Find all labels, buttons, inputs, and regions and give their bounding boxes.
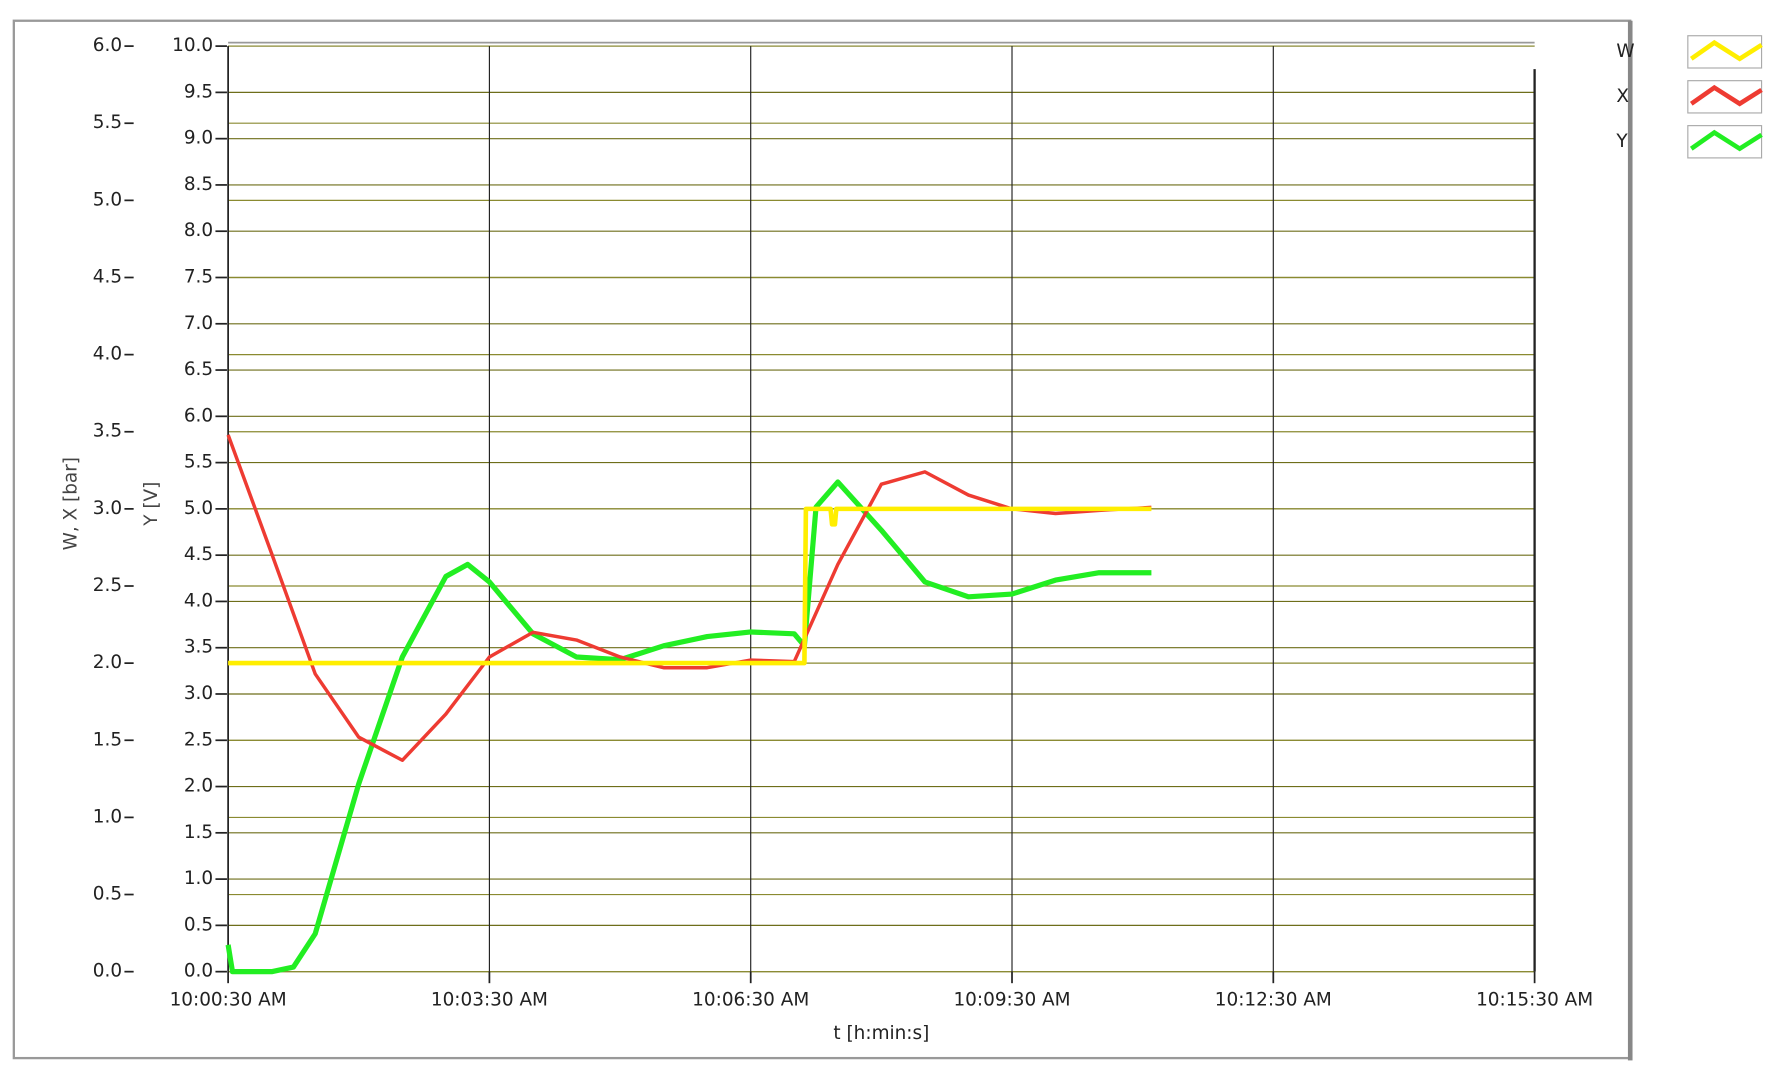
x-tick-label: 10:09:30 AM	[953, 989, 1070, 1010]
series-line	[226, 434, 1152, 762]
y2-tick-label: 3.0	[184, 683, 213, 704]
y-tick-label: 5.5	[93, 112, 122, 133]
legend-swatch	[1689, 84, 1763, 107]
y-tick-label: 0.5	[93, 884, 122, 905]
y-tick-label: 4.5	[93, 266, 122, 287]
series-line	[225, 479, 1152, 975]
legend-label: Y	[1615, 131, 1628, 152]
y-tick-label: 5.0	[93, 189, 122, 210]
y2-tick-label: 10.0	[172, 35, 213, 56]
frame-shadow	[1627, 20, 1633, 1061]
y2-tick-label: 4.5	[184, 544, 213, 565]
series-line	[228, 506, 1152, 666]
x-tick-label: 10:12:30 AM	[1215, 989, 1332, 1010]
y-axis-title: W, X [bar]	[60, 457, 81, 550]
legend-label: X	[1616, 86, 1629, 107]
x-tick-label: 10:03:30 AM	[431, 989, 548, 1010]
x-tick-label: 10:15:30 AM	[1476, 989, 1593, 1010]
y2-tick-label: 3.5	[184, 637, 213, 658]
y2-tick-label: 8.0	[184, 220, 213, 241]
chart-frame	[12, 19, 1632, 1060]
y-tick-label: 3.0	[93, 498, 122, 519]
y2-tick-label: 1.5	[184, 822, 213, 843]
y2-tick-label: 5.0	[184, 498, 213, 519]
y2-tick-label: 2.0	[184, 776, 213, 797]
y2-tick-label: 0.5	[184, 914, 213, 935]
y2-tick-label: 1.0	[184, 868, 213, 889]
legend-swatch	[1689, 129, 1763, 152]
y2-tick-label: 6.5	[184, 359, 213, 380]
y2-tick-label: 7.0	[184, 313, 213, 334]
y2-tick-label: 6.0	[184, 405, 213, 426]
y2-tick-label: 0.0	[184, 961, 213, 982]
y-tick-label: 2.5	[93, 575, 122, 596]
y2-tick-label: 4.0	[184, 590, 213, 611]
y-tick-label: 4.0	[93, 344, 122, 365]
y-tick-label: 3.5	[93, 421, 122, 442]
y2-tick-label: 7.5	[184, 266, 213, 287]
x-tick-label: 10:00:30 AM	[170, 989, 287, 1010]
y-tick-label: 2.0	[93, 652, 122, 673]
y-tick-label: 0.0	[93, 961, 122, 982]
y2-tick-label: 8.5	[184, 174, 213, 195]
y2-tick-label: 2.5	[184, 729, 213, 750]
y-tick-label: 1.5	[93, 729, 122, 750]
y2-tick-label: 9.0	[184, 128, 213, 149]
y-tick-label: 6.0	[93, 35, 122, 56]
legend-label: W	[1616, 41, 1634, 62]
y-tick-label: 1.0	[93, 806, 122, 827]
y2-tick-label: 9.5	[184, 81, 213, 102]
x-axis-title: t [h:min:s]	[833, 1023, 929, 1044]
y2-axis-title: Y [V]	[141, 482, 162, 527]
x-tick-label: 10:06:30 AM	[692, 989, 809, 1010]
legend-swatch	[1689, 39, 1763, 62]
y2-tick-label: 5.5	[184, 452, 213, 473]
